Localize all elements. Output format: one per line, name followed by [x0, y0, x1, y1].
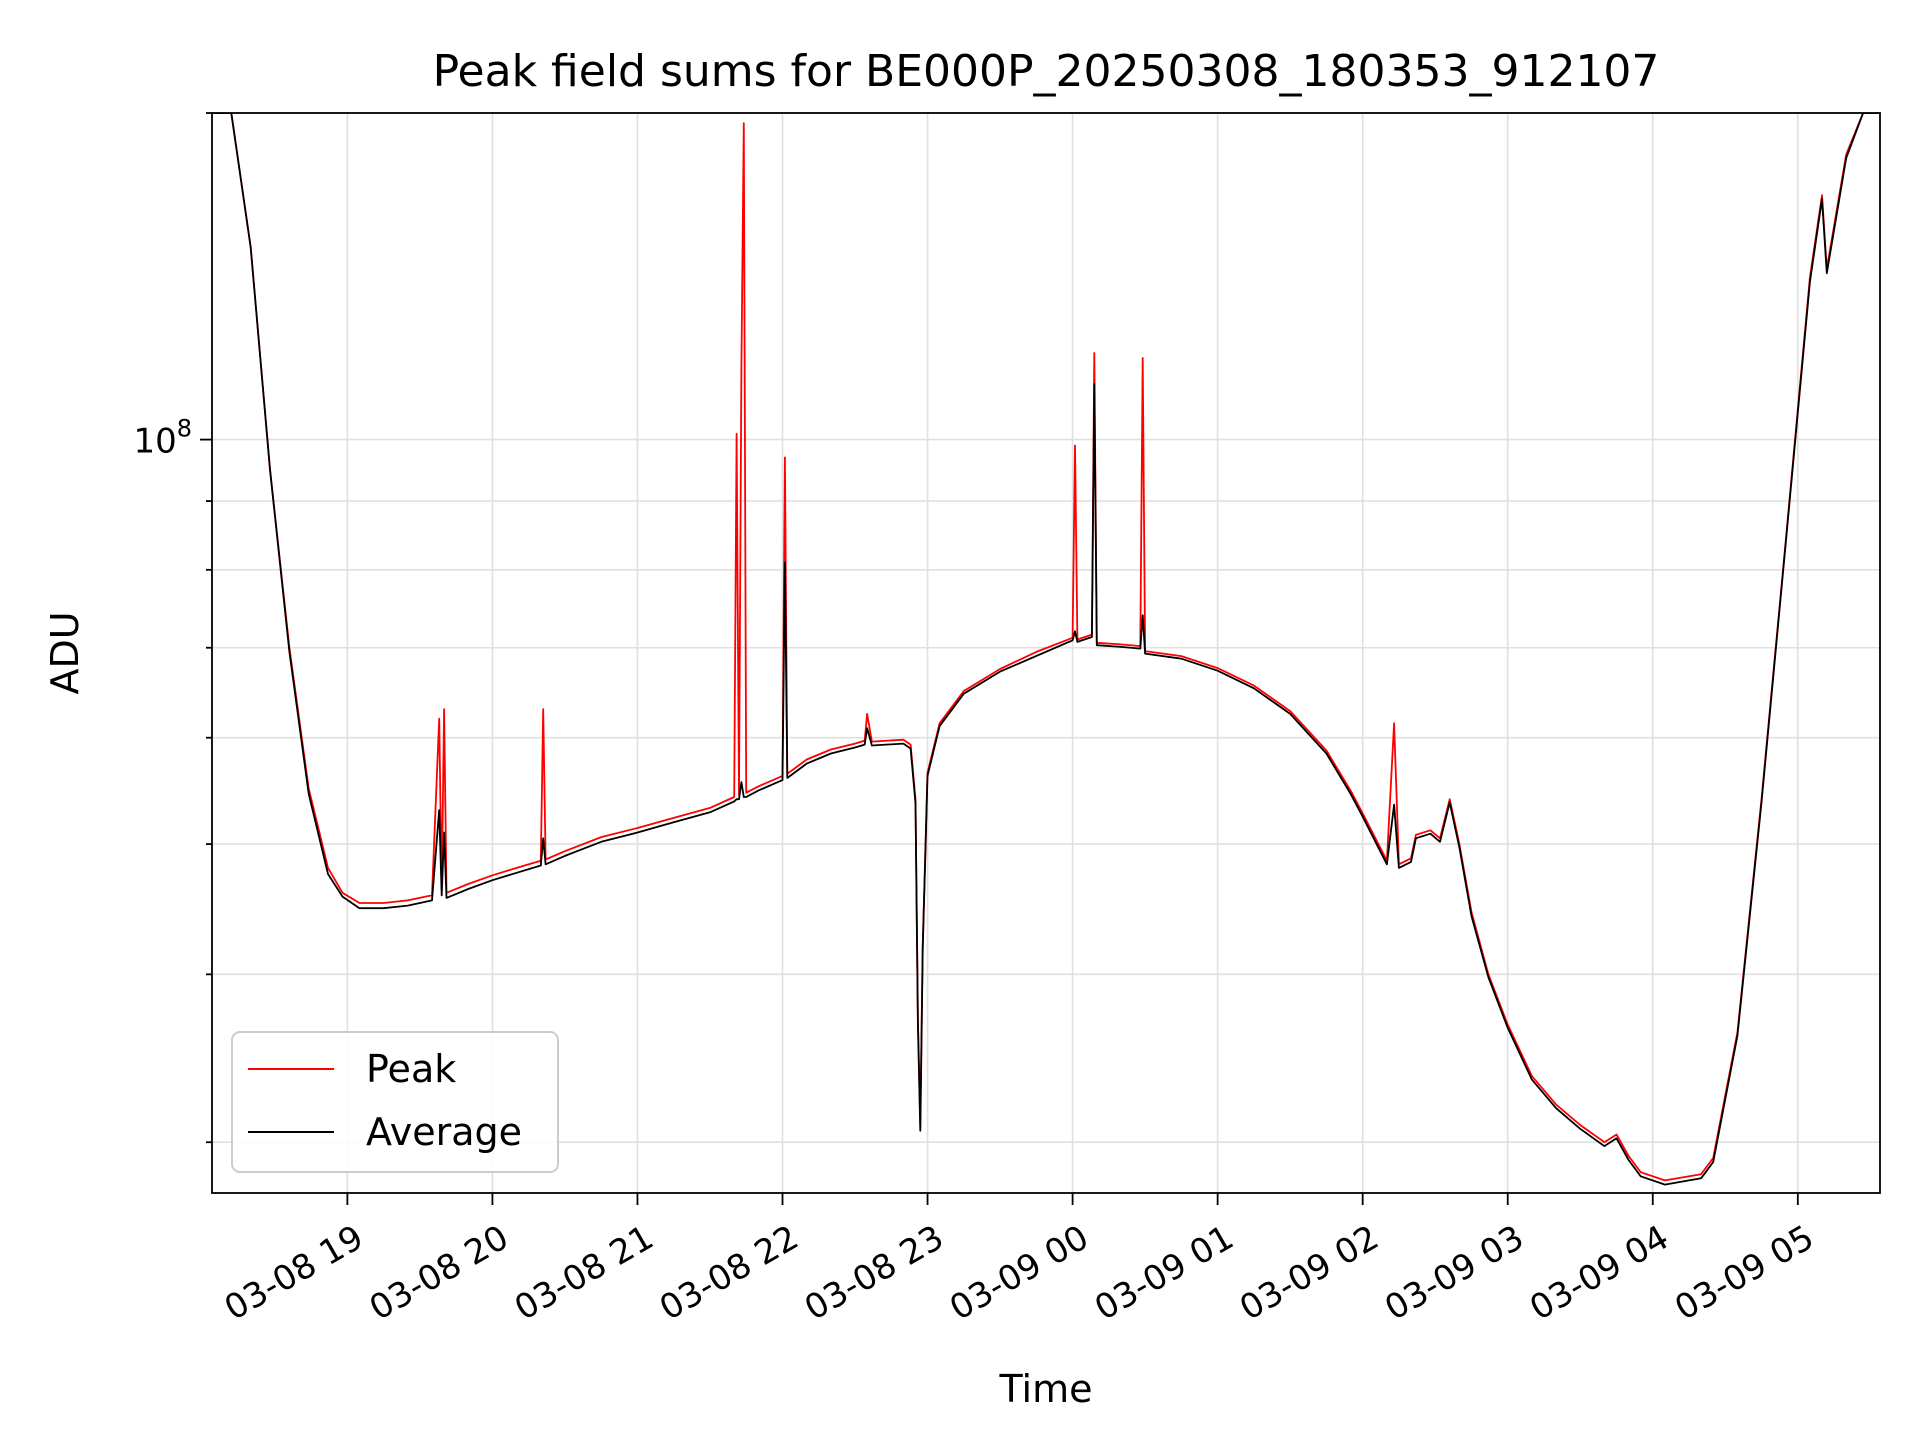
legend-label-average: Average: [366, 1110, 522, 1154]
series-layer: [212, 113, 1880, 1186]
legend-box: [231, 1031, 559, 1173]
y-axis-label: ADU: [43, 611, 87, 694]
legend: Peak Average: [231, 1031, 559, 1173]
chart-title: Peak field sums for BE000P_20250308_1803…: [433, 46, 1660, 97]
legend-label-peak: Peak: [366, 1047, 456, 1091]
plot-frame: [211, 112, 1881, 1194]
series-line-average: [212, 113, 1880, 1186]
series-line-peak: [212, 113, 1880, 1182]
x-axis-label: Time: [999, 1367, 1093, 1411]
